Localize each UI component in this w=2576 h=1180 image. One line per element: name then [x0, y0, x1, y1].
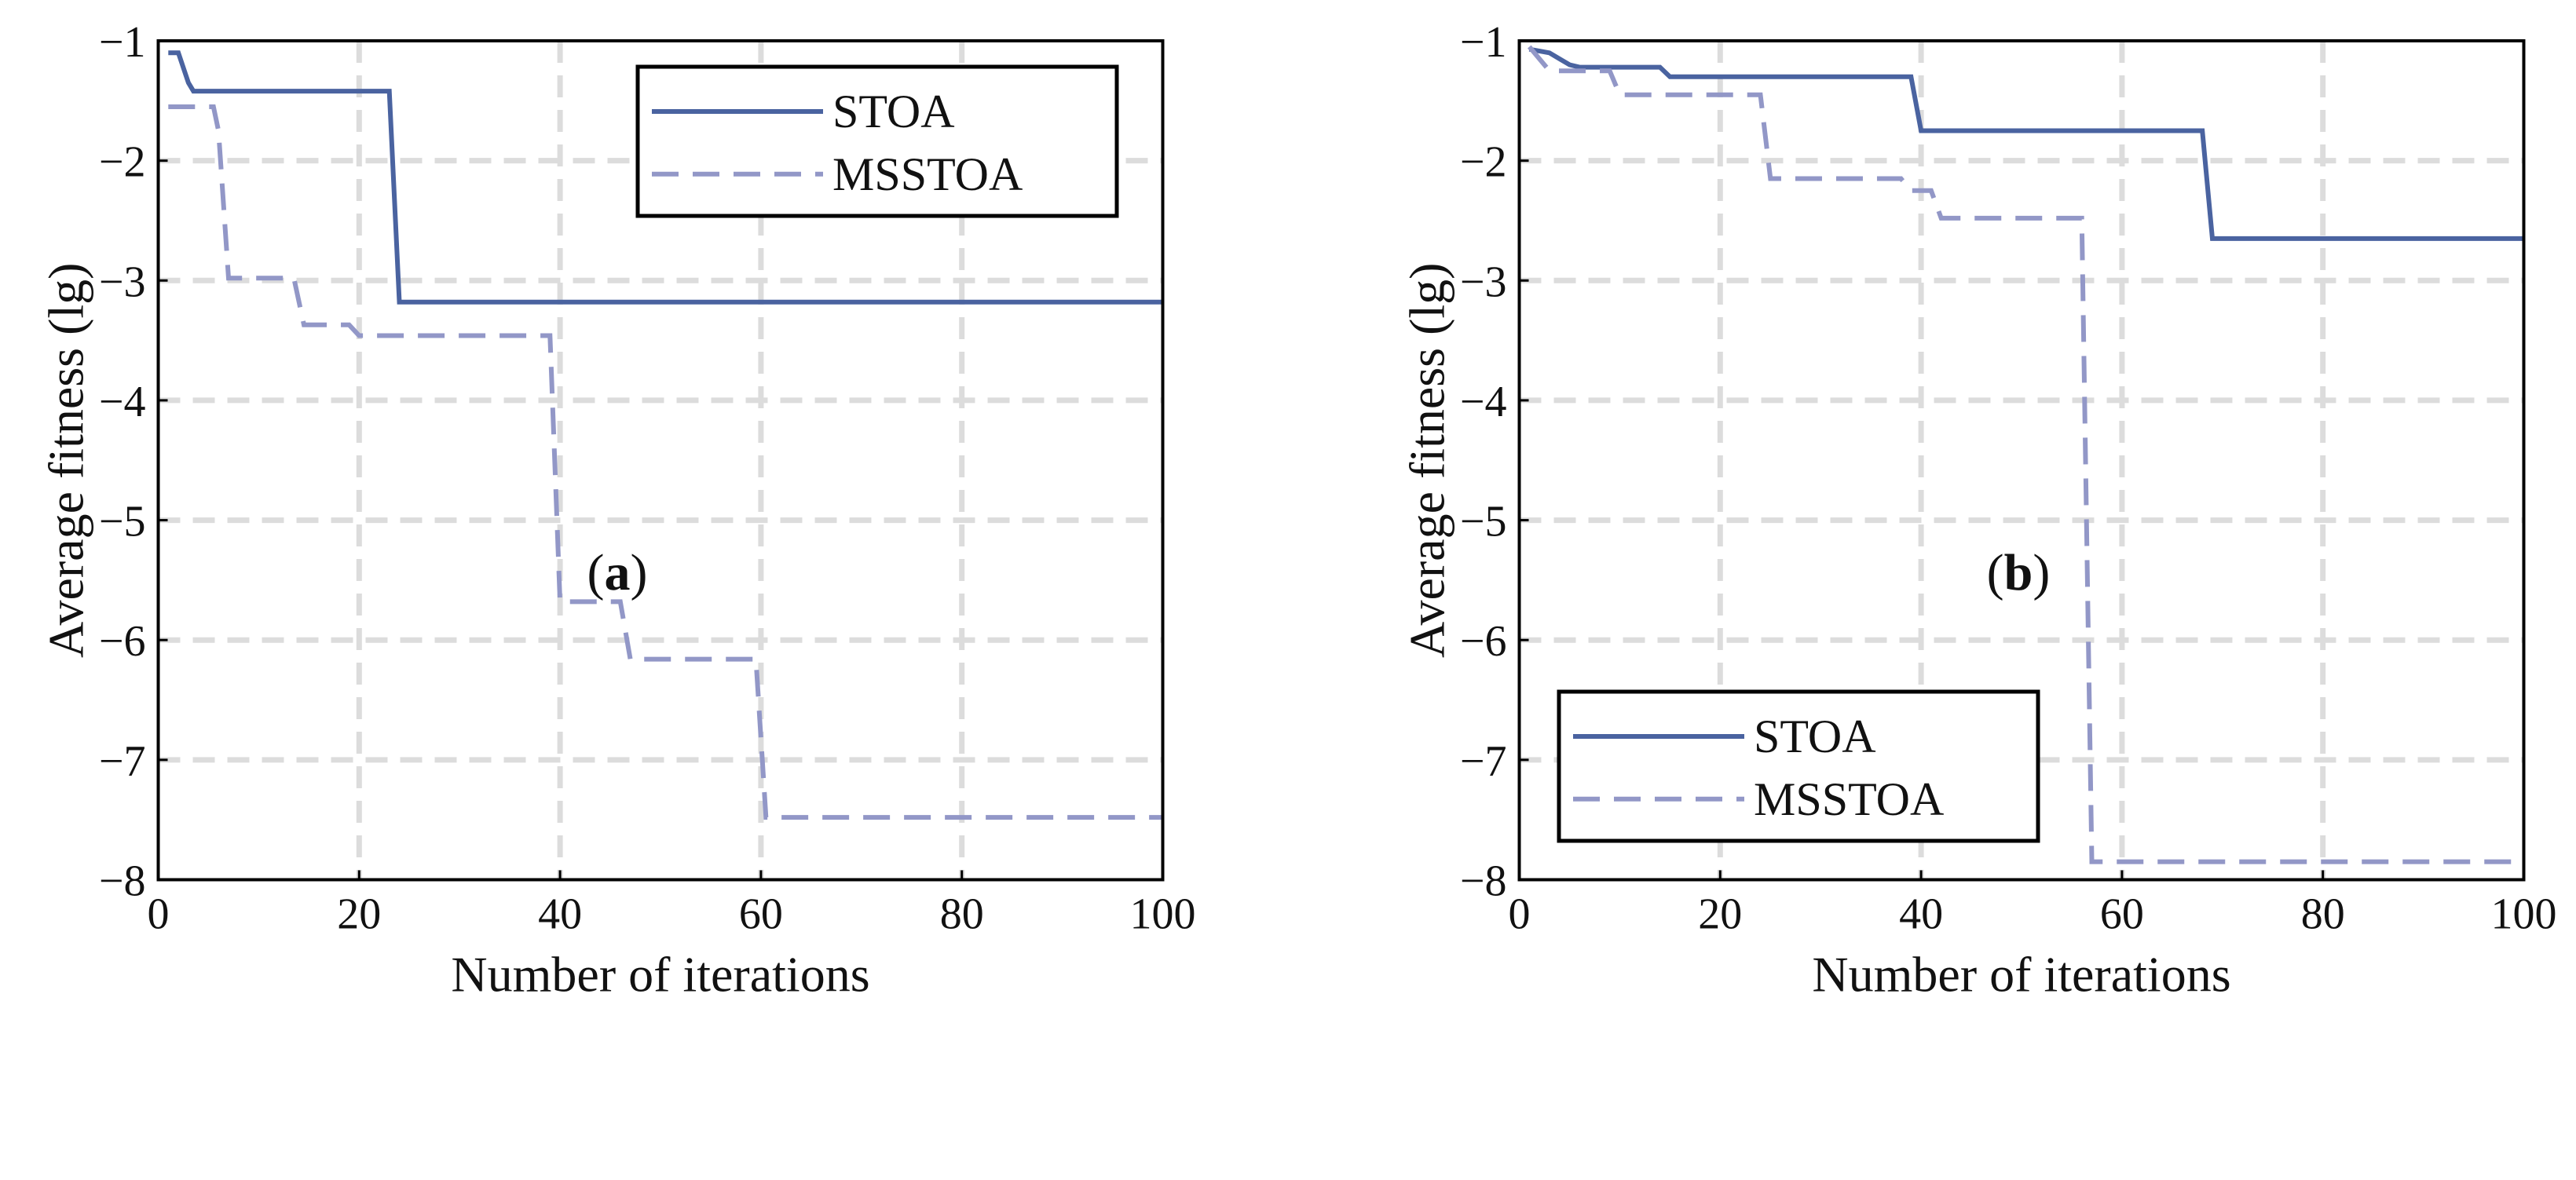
legend-label-msstoa: MSSTOA: [832, 148, 1023, 200]
y-tick-label: −6: [1460, 617, 1507, 666]
y-tick-label: −7: [99, 737, 146, 786]
y-tick-label: −7: [1460, 737, 1507, 786]
axes-frame: [156, 39, 1165, 882]
x-tick-label: 40: [1899, 890, 1943, 939]
y-tick-label: −4: [1460, 378, 1507, 426]
caption-paren: ): [2033, 544, 2050, 601]
caption-paren: ): [631, 544, 648, 601]
chart-panel-a: 0 20 40 60 80 100 −1 −2 −3 −4 −5 −6 −7 −8 Number of it…: [38, 18, 1196, 1003]
y-tick-label: −2: [99, 138, 146, 187]
y-tick-label: −6: [99, 617, 146, 666]
legend-label-msstoa: MSSTOA: [1754, 773, 1944, 825]
x-tick-label: 60: [2100, 890, 2144, 939]
y-axis-label: Average fitness (lg): [38, 263, 94, 659]
y-tick-label: −5: [1460, 498, 1507, 546]
chart-panel-b: 0 20 40 60 80 100 −1 −2 −3 −4 −5 −6 −7 −8 Number of it…: [1400, 18, 2557, 1003]
x-tick-label: 100: [1130, 890, 1196, 939]
x-tick-label: 80: [940, 890, 984, 939]
y-tick-label: −3: [99, 258, 146, 306]
series-line-stoa: [1528, 46, 2524, 241]
legend-box: [1557, 689, 2040, 843]
caption-letter: b: [2004, 544, 2033, 601]
y-tick-label: −1: [1460, 18, 1507, 67]
y-tick-label: −8: [1460, 857, 1507, 906]
x-tick-label: 0: [148, 890, 170, 939]
legend: STOA MSSTOA: [1557, 689, 2040, 843]
caption-letter: a: [605, 544, 631, 601]
y-tick-label: −4: [99, 378, 146, 426]
axes-frame: [1517, 39, 2526, 882]
caption-paren: (: [1987, 544, 2004, 601]
x-tick-label: 20: [1698, 890, 1742, 939]
legend-label-stoa: STOA: [1754, 711, 1876, 762]
legend-box: [635, 64, 1119, 218]
x-tick-label: 100: [2491, 890, 2557, 939]
y-axis-label: Average fitness (lg): [1400, 263, 1455, 659]
series-line-msstoa: [168, 104, 1163, 820]
panel-caption: (a): [587, 544, 648, 601]
y-tick-label: −8: [99, 857, 146, 906]
caption-paren: (: [587, 544, 605, 601]
series-line-msstoa: [1527, 45, 2524, 864]
x-tick-label: 80: [2301, 890, 2345, 939]
x-tick-label: 40: [538, 890, 582, 939]
x-axis-label: Number of iterations: [451, 947, 869, 1003]
y-tick-label: −3: [1460, 258, 1507, 306]
y-tick-label: −1: [99, 18, 146, 67]
x-tick-label: 0: [1509, 890, 1531, 939]
legend: STOA MSSTOA: [635, 64, 1119, 218]
series-line-stoa: [168, 50, 1163, 305]
y-tick-label: −2: [1460, 138, 1507, 187]
legend-label-stoa: STOA: [832, 86, 955, 137]
panel-caption: (b): [1987, 544, 2051, 601]
y-tick-label: −5: [99, 498, 146, 546]
x-axis-label: Number of iterations: [1812, 947, 2230, 1003]
x-tick-label: 20: [337, 890, 381, 939]
x-tick-label: 60: [739, 890, 783, 939]
